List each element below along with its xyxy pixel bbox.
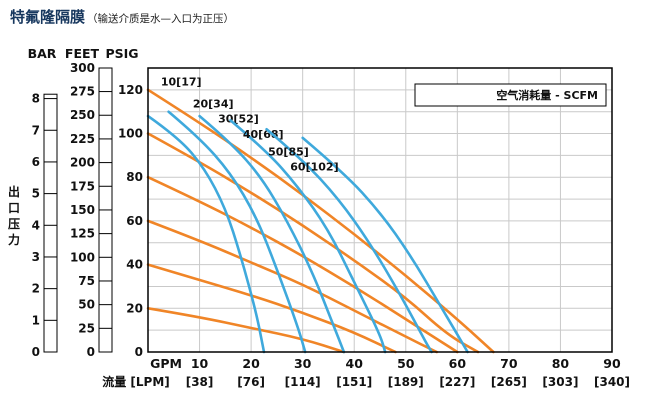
y-axis-label-char: 力 [8, 232, 20, 247]
air-pressure-line-80 [146, 175, 459, 354]
feet-tick-label: 300 [70, 61, 95, 75]
lpm-tick-label: [227] [439, 375, 475, 389]
air-pressure-line-60 [146, 219, 438, 354]
feet-tick-label: 75 [78, 274, 95, 288]
bar-tick-label: 1 [32, 313, 40, 327]
legend-label: 空气消耗量 - SCFM [496, 88, 598, 102]
gpm-tick-label: 20 [242, 356, 260, 371]
gpm-tick-label: 50 [397, 356, 415, 371]
bar-tick-label: 8 [32, 92, 40, 106]
scfm-curve-label: 30[52] [218, 113, 259, 126]
psig-tick-label: 40 [126, 258, 143, 272]
chart-header: 特氟隆隔膜 （输送介质是水—入口为正压） [10, 6, 234, 27]
bar-scale-header: BAR [28, 46, 57, 61]
air-pressure-line-100 [146, 132, 480, 354]
feet-tick-label: 100 [70, 250, 95, 264]
bar-tick-label: 7 [32, 123, 40, 137]
gpm-tick-label: 60 [449, 356, 467, 371]
scfm-curve-20[34] [167, 110, 307, 354]
feet-tick-label: 125 [70, 227, 95, 241]
gpm-tick-label: 90 [603, 356, 621, 371]
bar-tick-label: 3 [32, 250, 40, 264]
lpm-tick-label: [303] [542, 375, 578, 389]
gpm-tick-label: 10 [191, 356, 209, 371]
feet-tick-label: 225 [70, 132, 95, 146]
feet-tick-label: 275 [70, 85, 95, 99]
bar-tick-label: 5 [32, 187, 40, 201]
bar-tick-label: 6 [32, 155, 40, 169]
feet-tick-label: 50 [78, 298, 95, 312]
lpm-tick-label: [114] [285, 375, 321, 389]
air-pressure-line-40 [146, 263, 397, 354]
scfm-curve-label: 50[85] [268, 145, 309, 158]
scfm-curve-label: 40[68] [243, 128, 284, 141]
bar-tick-label: 0 [32, 345, 40, 359]
psig-tick-label: 120 [118, 83, 143, 97]
y-axis-label-char: 出 [8, 184, 20, 199]
scfm-curve-30[52] [198, 114, 346, 354]
lpm-tick-label: [151] [336, 375, 372, 389]
page-subtitle: （输送介质是水—入口为正压） [87, 13, 235, 25]
scfm-curve-60[102] [301, 136, 469, 354]
scfm-curve-40[68] [229, 119, 387, 354]
feet-tick-label: 25 [78, 321, 95, 335]
psig-tick-label: 60 [126, 214, 143, 228]
lpm-unit-label: 流量 [LPM] [102, 374, 170, 389]
gpm-tick-label: 30 [294, 356, 312, 371]
feet-tick-label: 0 [87, 345, 95, 359]
page-title: 特氟隆隔膜 [10, 8, 86, 26]
scfm-curve-label: 10[17] [161, 75, 202, 88]
scfm-curve-10[17] [146, 114, 266, 354]
feet-scale-header: FEET [65, 46, 100, 61]
y-axis-label-char: 压 [8, 217, 20, 231]
feet-tick-label: 200 [70, 156, 95, 170]
gpm-tick-label: 40 [346, 356, 364, 371]
bar-tick-label: 2 [32, 282, 40, 296]
bar-scale-box [43, 93, 58, 353]
feet-tick-label: 175 [70, 179, 95, 193]
scfm-curve-label: 60[102] [290, 161, 338, 174]
gpm-tick-label: 70 [500, 356, 518, 371]
lpm-tick-label: [76] [237, 375, 265, 389]
legend-box [414, 83, 607, 107]
psig-tick-label: 100 [118, 127, 143, 141]
feet-tick-label: 250 [70, 108, 95, 122]
gpm-tick-label: 80 [552, 356, 570, 371]
psig-tick-label: 0 [135, 345, 143, 359]
y-axis-label-char: 口 [8, 201, 20, 215]
feet-tick-label: 150 [70, 203, 95, 217]
scfm-curve-50[85] [265, 127, 433, 354]
psig-scale-header: PSIG [105, 46, 138, 61]
lpm-tick-label: [340] [594, 375, 630, 389]
psig-tick-label: 80 [126, 170, 143, 184]
lpm-tick-label: [265] [491, 375, 527, 389]
gpm-unit-label: GPM [150, 356, 182, 371]
bar-tick-label: 4 [32, 218, 40, 232]
air-pressure-line-20 [146, 307, 346, 354]
plot-border [147, 67, 613, 353]
scfm-curve-label: 20[34] [193, 97, 234, 110]
lpm-tick-label: [38] [186, 375, 214, 389]
lpm-tick-label: [189] [388, 375, 424, 389]
psig-tick-label: 20 [126, 301, 143, 315]
